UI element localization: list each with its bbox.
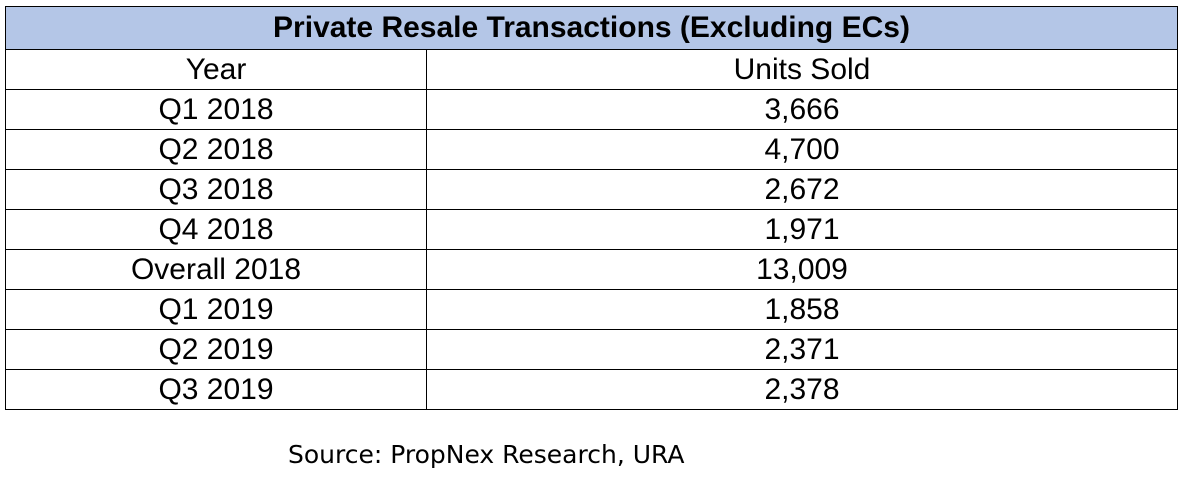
year-cell: Q4 2018 xyxy=(5,209,427,250)
units-cell: 2,371 xyxy=(426,329,1178,370)
table-title: Private Resale Transactions (Excluding E… xyxy=(5,6,1178,50)
table-row: Q1 2019 1,858 xyxy=(5,289,1178,330)
year-cell: Q3 2018 xyxy=(5,169,427,210)
units-cell: 1,858 xyxy=(426,289,1178,330)
table-row: Overall 2018 13,009 xyxy=(5,249,1178,290)
units-cell: 4,700 xyxy=(426,129,1178,170)
year-cell: Q1 2018 xyxy=(5,89,427,130)
header-row: Year Units Sold xyxy=(5,49,1178,90)
table-row: Q3 2018 2,672 xyxy=(5,169,1178,210)
year-cell: Q2 2019 xyxy=(5,329,427,370)
table-row: Q3 2019 2,378 xyxy=(5,369,1178,410)
units-cell: 13,009 xyxy=(426,249,1178,290)
year-cell: Q3 2019 xyxy=(5,369,427,410)
table-row: Q2 2019 2,371 xyxy=(5,329,1178,370)
table-row: Q1 2018 3,666 xyxy=(5,89,1178,130)
units-cell: 2,672 xyxy=(426,169,1178,210)
table-body: Private Resale Transactions (Excluding E… xyxy=(5,6,1178,410)
table-row: Q4 2018 1,971 xyxy=(5,209,1178,250)
data-table: Private Resale Transactions (Excluding E… xyxy=(5,6,1178,410)
year-cell: Overall 2018 xyxy=(5,249,427,290)
units-cell: 2,378 xyxy=(426,369,1178,410)
source-note: Source: PropNex Research, URA xyxy=(288,440,685,469)
units-cell: 1,971 xyxy=(426,209,1178,250)
title-row: Private Resale Transactions (Excluding E… xyxy=(5,6,1178,50)
header-cell: Year xyxy=(5,49,427,90)
table-row: Q2 2018 4,700 xyxy=(5,129,1178,170)
year-cell: Q2 2018 xyxy=(5,129,427,170)
year-cell: Q1 2019 xyxy=(5,289,427,330)
header-cell: Units Sold xyxy=(426,49,1178,90)
units-cell: 3,666 xyxy=(426,89,1178,130)
